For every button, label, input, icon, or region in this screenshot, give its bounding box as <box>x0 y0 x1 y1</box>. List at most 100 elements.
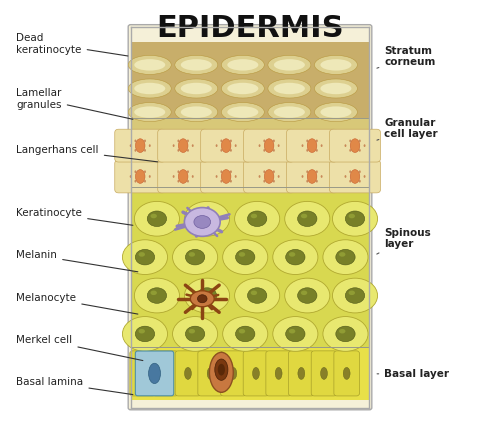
Ellipse shape <box>348 214 355 218</box>
Ellipse shape <box>136 249 154 265</box>
Ellipse shape <box>359 149 360 152</box>
Ellipse shape <box>138 329 145 334</box>
Ellipse shape <box>359 170 360 173</box>
Ellipse shape <box>278 144 280 147</box>
Ellipse shape <box>200 214 207 218</box>
Ellipse shape <box>323 317 368 351</box>
FancyBboxPatch shape <box>175 351 201 396</box>
Ellipse shape <box>332 278 378 313</box>
Ellipse shape <box>216 144 218 147</box>
FancyBboxPatch shape <box>198 351 224 396</box>
Ellipse shape <box>175 79 218 98</box>
Ellipse shape <box>274 83 305 94</box>
Ellipse shape <box>273 139 275 142</box>
Ellipse shape <box>359 139 360 142</box>
Ellipse shape <box>346 288 364 303</box>
FancyBboxPatch shape <box>200 160 252 193</box>
Ellipse shape <box>149 175 150 178</box>
Ellipse shape <box>207 367 214 380</box>
Ellipse shape <box>181 59 212 71</box>
Ellipse shape <box>187 180 189 183</box>
Ellipse shape <box>172 144 174 147</box>
Ellipse shape <box>320 59 352 71</box>
Ellipse shape <box>144 149 146 152</box>
Ellipse shape <box>187 139 189 142</box>
FancyBboxPatch shape <box>330 160 380 193</box>
Ellipse shape <box>190 291 214 307</box>
Ellipse shape <box>138 252 145 257</box>
Ellipse shape <box>236 249 255 265</box>
Ellipse shape <box>134 59 166 71</box>
Ellipse shape <box>178 170 188 183</box>
FancyBboxPatch shape <box>115 160 166 193</box>
Ellipse shape <box>343 367 350 380</box>
Ellipse shape <box>278 175 280 178</box>
Ellipse shape <box>136 170 145 183</box>
Ellipse shape <box>273 240 318 274</box>
Ellipse shape <box>320 83 352 94</box>
Ellipse shape <box>268 103 311 122</box>
Text: Melanin: Melanin <box>16 250 138 272</box>
Ellipse shape <box>136 326 154 342</box>
Ellipse shape <box>184 201 230 236</box>
Ellipse shape <box>134 139 136 142</box>
Ellipse shape <box>150 291 157 295</box>
Ellipse shape <box>230 367 236 380</box>
Ellipse shape <box>134 149 136 152</box>
Text: Langerhans cell: Langerhans cell <box>16 144 158 162</box>
Ellipse shape <box>184 278 230 313</box>
Ellipse shape <box>198 288 216 303</box>
Ellipse shape <box>350 139 360 153</box>
Ellipse shape <box>200 291 207 295</box>
Ellipse shape <box>222 317 268 351</box>
Ellipse shape <box>234 144 236 147</box>
Ellipse shape <box>301 214 308 218</box>
Ellipse shape <box>289 252 296 257</box>
Ellipse shape <box>286 326 305 342</box>
Ellipse shape <box>134 83 166 94</box>
Ellipse shape <box>128 79 171 98</box>
Text: Merkel cell: Merkel cell <box>16 335 143 360</box>
FancyBboxPatch shape <box>243 351 268 396</box>
Ellipse shape <box>228 83 258 94</box>
Ellipse shape <box>178 170 180 173</box>
Ellipse shape <box>320 175 322 178</box>
Ellipse shape <box>187 149 189 152</box>
Ellipse shape <box>192 175 194 178</box>
Ellipse shape <box>148 363 160 383</box>
Ellipse shape <box>181 83 212 94</box>
Text: Spinous
layer: Spinous layer <box>377 227 431 254</box>
Ellipse shape <box>336 326 355 342</box>
Ellipse shape <box>222 79 264 98</box>
FancyBboxPatch shape <box>311 351 337 396</box>
Ellipse shape <box>178 149 180 152</box>
Ellipse shape <box>252 367 260 380</box>
Ellipse shape <box>186 326 205 342</box>
Text: Melanocyte: Melanocyte <box>16 293 138 314</box>
Ellipse shape <box>184 367 192 380</box>
Bar <box>130 187 370 347</box>
FancyBboxPatch shape <box>128 25 372 410</box>
Ellipse shape <box>148 288 167 303</box>
Ellipse shape <box>234 175 236 178</box>
Ellipse shape <box>130 144 132 147</box>
Ellipse shape <box>218 364 225 376</box>
Ellipse shape <box>308 170 317 183</box>
Ellipse shape <box>239 252 245 257</box>
Ellipse shape <box>178 139 180 142</box>
Ellipse shape <box>134 278 180 313</box>
FancyBboxPatch shape <box>334 351 359 396</box>
Ellipse shape <box>298 211 317 227</box>
Ellipse shape <box>134 180 136 183</box>
Ellipse shape <box>172 240 218 274</box>
Ellipse shape <box>258 175 260 178</box>
Ellipse shape <box>215 359 228 380</box>
Ellipse shape <box>144 170 146 173</box>
Ellipse shape <box>320 144 322 147</box>
Text: Lamellar
granules: Lamellar granules <box>16 88 133 119</box>
Ellipse shape <box>134 201 180 236</box>
Ellipse shape <box>139 367 146 380</box>
Ellipse shape <box>314 55 358 75</box>
Ellipse shape <box>314 103 358 122</box>
Bar <box>130 118 370 187</box>
